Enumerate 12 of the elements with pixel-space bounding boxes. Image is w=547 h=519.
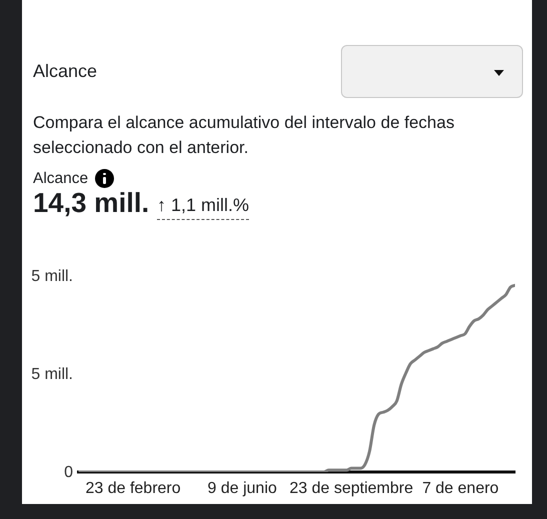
text: 0 bbox=[64, 462, 73, 482]
text: 5 mill. bbox=[31, 364, 73, 384]
x-tick-label: 7 de enero bbox=[422, 480, 499, 498]
chart-subtitle: Compara el alcance acumulativo del intervalo de fechas seleccionado con el anterior. bbox=[33, 112, 456, 159]
x-tick-label: 23 de febrero bbox=[85, 480, 181, 498]
text: ↑ 1,1 mill.% bbox=[157, 195, 250, 220]
chart-title: Alcance bbox=[33, 60, 98, 82]
text: Alcance bbox=[33, 169, 88, 188]
x-tick-label: 9 de junio bbox=[207, 480, 277, 498]
text: 5 mill. bbox=[31, 266, 73, 286]
x-tick-label: 23 de septiembre bbox=[289, 480, 414, 498]
text: 14,3 mill. bbox=[33, 187, 150, 219]
